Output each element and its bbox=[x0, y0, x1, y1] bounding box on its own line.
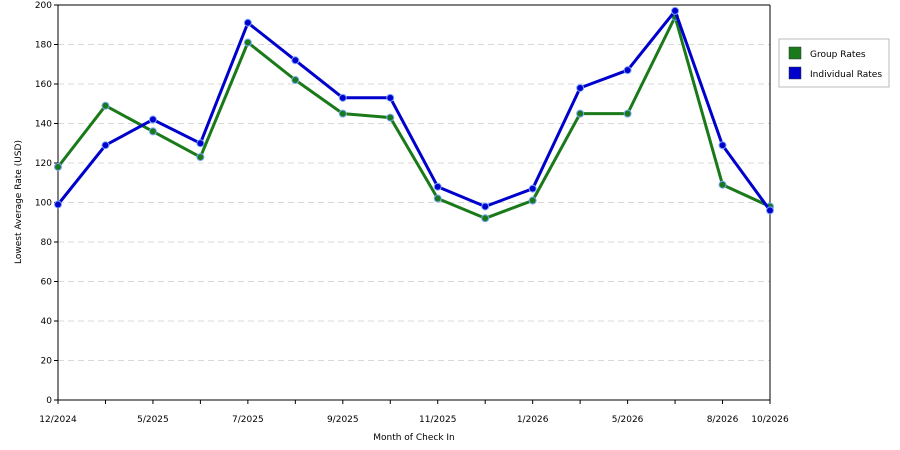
data-point bbox=[101, 101, 110, 110]
y-tick-label: 120 bbox=[35, 159, 52, 169]
y-tick-label: 140 bbox=[35, 120, 52, 130]
data-point bbox=[718, 180, 727, 189]
data-point bbox=[718, 141, 727, 150]
legend-label: Group Rates bbox=[810, 50, 866, 60]
y-tick-label: 80 bbox=[41, 238, 53, 248]
data-point bbox=[196, 153, 205, 162]
data-point bbox=[54, 200, 62, 209]
data-point bbox=[576, 109, 585, 118]
y-tick-label: 40 bbox=[41, 317, 53, 327]
legend-swatch bbox=[788, 66, 802, 80]
gridlines bbox=[58, 44, 770, 361]
series-individual-rates bbox=[54, 6, 774, 215]
data-point bbox=[291, 56, 300, 65]
x-tick-label: 11/2025 bbox=[419, 415, 456, 425]
y-axis-ticks: 0 20 40 60 80 100 120 140 160 180 200 bbox=[35, 1, 58, 406]
series-line-group-rates bbox=[56, 15, 771, 220]
data-point bbox=[433, 182, 442, 191]
x-tick-label: 5/2025 bbox=[137, 415, 169, 425]
x-tick-label: 5/2026 bbox=[612, 415, 644, 425]
series-group-rates bbox=[54, 12, 774, 223]
y-tick-label: 60 bbox=[41, 278, 53, 288]
data-point bbox=[576, 83, 585, 92]
legend-swatch bbox=[788, 46, 802, 60]
legend: Group Rates Individual Rates bbox=[778, 38, 890, 88]
x-tick-label: 1/2026 bbox=[517, 415, 549, 425]
data-point bbox=[433, 194, 442, 203]
series-group bbox=[54, 6, 774, 223]
data-point bbox=[671, 6, 680, 15]
data-point bbox=[243, 18, 252, 27]
data-point bbox=[101, 141, 110, 150]
y-tick-label: 180 bbox=[35, 41, 52, 51]
data-point bbox=[386, 93, 395, 102]
x-axis-label: Month of Check In bbox=[373, 433, 455, 443]
x-tick-label: 8/2026 bbox=[707, 415, 739, 425]
data-point bbox=[148, 127, 157, 136]
series-line-individual-rates bbox=[56, 9, 772, 212]
data-point bbox=[623, 109, 632, 118]
y-tick-label: 100 bbox=[35, 199, 52, 209]
data-point bbox=[481, 202, 490, 211]
data-point bbox=[766, 206, 774, 215]
y-tick-label: 20 bbox=[41, 357, 53, 367]
y-tick-label: 160 bbox=[35, 80, 52, 90]
y-axis-label: Lowest Average Rate (USD) bbox=[14, 140, 24, 264]
data-point bbox=[623, 66, 632, 75]
legend-label: Individual Rates bbox=[810, 70, 882, 80]
data-point bbox=[196, 139, 205, 148]
x-tick-label: 9/2025 bbox=[327, 415, 359, 425]
data-point bbox=[243, 38, 252, 47]
y-tick-label: 200 bbox=[35, 1, 52, 11]
x-tick-label: 12/2024 bbox=[39, 415, 77, 425]
x-axis-ticks: 12/2024 5/2025 7/2025 9/2025 11/2025 1/2026 5/… bbox=[39, 400, 789, 425]
data-point bbox=[54, 162, 62, 171]
data-point bbox=[481, 214, 490, 223]
data-point bbox=[148, 115, 157, 124]
y-tick-label: 0 bbox=[46, 396, 52, 406]
x-tick-label: 7/2025 bbox=[232, 415, 264, 425]
data-point bbox=[338, 93, 347, 102]
data-point bbox=[338, 109, 347, 118]
data-point bbox=[528, 196, 537, 205]
x-tick-label: 10/2026 bbox=[751, 415, 789, 425]
data-point bbox=[386, 113, 395, 122]
data-point bbox=[291, 76, 300, 85]
data-point bbox=[528, 184, 537, 193]
